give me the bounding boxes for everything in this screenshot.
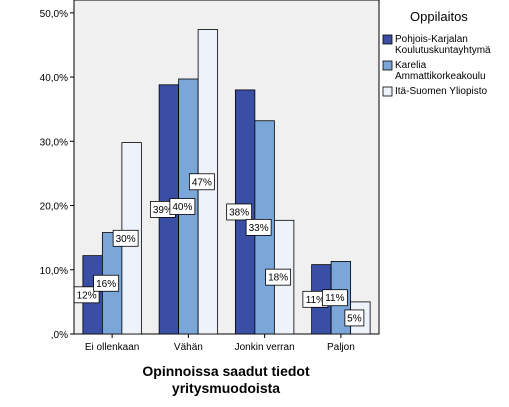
data-label-box: [93, 274, 120, 292]
legend-entry: Pohjois-Karjalan: [395, 34, 468, 45]
x-axis-title-line-2: yritysmuodoista: [172, 380, 280, 396]
legend: Oppilaitos Pohjois-KarjalanKoulutuskunta…: [382, 9, 491, 97]
legend-entry: Itä-Suomen Yliopisto: [395, 86, 488, 97]
data-label: 11%: [306, 295, 325, 306]
data-label-box: [321, 289, 348, 307]
data-label-box: [226, 203, 253, 221]
x-axis: Ei ollenkaan Vähän Jonkin verran Paljon: [85, 334, 355, 353]
y-tick-label: 10,0%: [40, 266, 68, 277]
legend-title: Oppilaitos: [410, 9, 468, 24]
data-label-box: [169, 198, 196, 215]
x-tick-label: Vähän: [174, 342, 203, 353]
x-tick-label: Paljon: [327, 342, 355, 353]
legend-swatch: [382, 60, 393, 71]
legend-swatch: [382, 86, 393, 97]
data-label: 47%: [192, 177, 212, 188]
data-label-box: [344, 309, 365, 327]
data-label: 40%: [172, 202, 192, 213]
data-label: 5%: [347, 313, 362, 324]
legend-entry: Koulutuskuntayhtymä: [395, 45, 491, 56]
y-tick-label: 20,0%: [40, 202, 68, 213]
legend-entry: Karelia: [395, 60, 427, 71]
data-labels: 12%16%30%39% 40%47%38%33%18%11% 11%5%: [73, 173, 365, 327]
y-tick-label: 40,0%: [40, 73, 68, 84]
data-label: 12%: [77, 290, 97, 301]
x-axis-title-line-1: Opinnoissa saadut tiedot: [142, 363, 310, 379]
data-label: 16%: [96, 279, 116, 290]
data-label: 39%: [153, 205, 173, 216]
y-tick-label: ,0%: [51, 330, 68, 341]
data-label-box: [73, 286, 100, 304]
x-tick-label: Jonkin verran: [235, 342, 295, 353]
legend-swatch: [382, 34, 393, 45]
data-label: 11%: [325, 293, 344, 304]
data-label-box: [112, 229, 139, 247]
data-label: 38%: [229, 207, 249, 218]
data-label: 30%: [116, 234, 136, 245]
data-label-box: [245, 218, 272, 236]
data-label-box: [265, 268, 292, 286]
bars: [82, 29, 371, 335]
legend-entry: Ammattikorkeakoulu: [395, 71, 486, 82]
data-label: 18%: [268, 273, 288, 284]
data-label-box: [188, 173, 215, 191]
x-tick-label: Ei ollenkaan: [85, 342, 139, 353]
data-label: 33%: [249, 223, 269, 234]
y-tick-label: 30,0%: [40, 137, 68, 148]
y-tick-label: 50,0%: [40, 9, 68, 20]
y-axis: ,0% 10,0% 20,0% 30,0% 40,0% 50,0%: [40, 9, 74, 341]
